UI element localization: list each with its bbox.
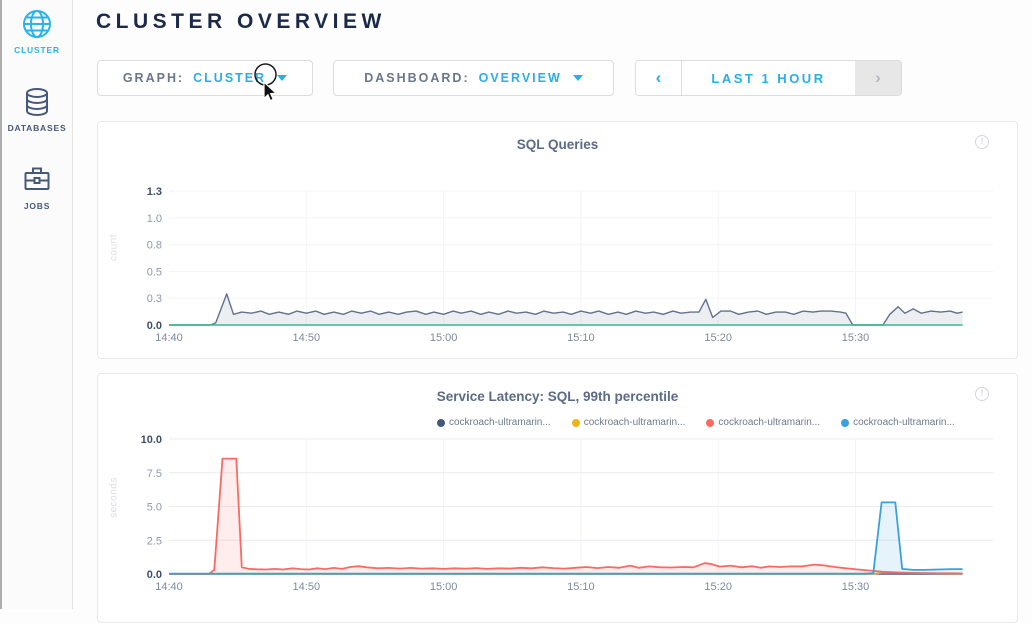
graph-dropdown[interactable]: GRAPH: CLUSTER xyxy=(97,60,313,96)
time-next-button[interactable]: › xyxy=(855,61,901,95)
svg-text:15:10: 15:10 xyxy=(567,332,595,344)
legend-dot-icon xyxy=(571,418,580,427)
svg-text:0.5: 0.5 xyxy=(147,266,162,278)
chevron-down-icon xyxy=(572,75,583,81)
database-icon xyxy=(20,86,54,118)
chart-title: SQL Queries xyxy=(516,137,599,152)
legend-dot-icon xyxy=(841,418,850,427)
legend-item[interactable]: cockroach-ultramarin... xyxy=(437,417,551,428)
legend-dot-icon xyxy=(706,418,715,427)
sidebar-item-label: CLUSTER xyxy=(14,45,60,55)
svg-text:15:10: 15:10 xyxy=(567,581,595,593)
chart-card-sql-queries: SQL Queries count 1.31.00.80.50.30.014:4… xyxy=(97,121,1018,359)
dashboard-dropdown-label: DASHBOARD: xyxy=(364,71,470,85)
chevron-left-icon: ‹ xyxy=(655,68,662,87)
main-content: CLUSTER OVERVIEW GRAPH: CLUSTER DASHBOAR… xyxy=(74,0,1032,623)
sidebar-item-label: DATABASES xyxy=(7,123,67,133)
svg-text:0.3: 0.3 xyxy=(147,293,162,305)
info-icon[interactable] xyxy=(975,387,989,401)
legend-label: cockroach-ultramarin... xyxy=(583,417,686,428)
legend-label: cockroach-ultramarin... xyxy=(449,417,551,428)
legend-item[interactable]: cockroach-ultramarin... xyxy=(841,417,955,428)
svg-text:15:00: 15:00 xyxy=(430,332,458,344)
svg-text:14:40: 14:40 xyxy=(155,332,183,344)
legend-label: cockroach-ultramarin... xyxy=(853,417,955,428)
graph-dropdown-value: CLUSTER xyxy=(193,71,267,85)
window-edge xyxy=(0,0,2,609)
dashboard-dropdown[interactable]: DASHBOARD: OVERVIEW xyxy=(333,60,614,96)
svg-text:15:20: 15:20 xyxy=(704,581,732,593)
svg-text:15:30: 15:30 xyxy=(842,332,870,344)
globe-icon xyxy=(20,8,54,40)
svg-text:2.5: 2.5 xyxy=(147,535,162,547)
chevron-right-icon: › xyxy=(875,68,881,87)
svg-text:1.3: 1.3 xyxy=(147,186,162,198)
svg-text:15:00: 15:00 xyxy=(430,581,458,593)
svg-text:5.0: 5.0 xyxy=(147,502,162,514)
legend-label: cockroach-ultramarin... xyxy=(718,417,821,428)
svg-text:1.0: 1.0 xyxy=(147,213,162,225)
chevron-down-icon xyxy=(277,75,288,81)
legend-dot-icon xyxy=(437,418,445,427)
sql-queries-plot[interactable]: 1.3 1.0 0.8 0.5 0.3 0.014:40 14:50 15:00 15:10 15… xyxy=(98,122,1017,358)
svg-text:0.8: 0.8 xyxy=(147,240,162,252)
legend-item[interactable]: cockroach-ultramarin... xyxy=(706,417,820,428)
svg-text:14:50: 14:50 xyxy=(293,332,321,344)
svg-text:15:30: 15:30 xyxy=(842,581,870,593)
svg-text:14:40: 14:40 xyxy=(155,581,183,593)
time-range-label[interactable]: LAST 1 HOUR xyxy=(711,70,826,86)
sidebar: CLUSTER DATABASES JOBS xyxy=(2,0,73,609)
time-range-selector: ‹ LAST 1 HOUR › xyxy=(635,60,902,96)
service-latency-plot[interactable]: 10.0 7.5 5.0 2.5 0.014:40 14:50 15:00 15:10 15:2… xyxy=(98,374,1017,622)
info-icon[interactable] xyxy=(975,135,989,149)
sidebar-item-jobs[interactable]: JOBS xyxy=(20,164,54,211)
legend-item[interactable]: cockroach-ultramarin... xyxy=(571,417,686,428)
dashboard-dropdown-value: OVERVIEW xyxy=(478,71,562,85)
svg-text:0.0: 0.0 xyxy=(147,569,162,581)
chart-title: Service Latency: SQL, 99th percentile xyxy=(436,389,679,404)
chart-card-service-latency: Service Latency: SQL, 99th percentile co… xyxy=(97,373,1018,623)
svg-text:15:20: 15:20 xyxy=(704,332,732,344)
svg-text:0.0: 0.0 xyxy=(147,320,162,332)
briefcase-icon xyxy=(20,164,54,196)
svg-text:14:50: 14:50 xyxy=(293,581,321,593)
sidebar-item-cluster[interactable]: CLUSTER xyxy=(14,8,60,55)
chart-legend: cockroach-ultramarin... cockroach-ultrama… xyxy=(437,417,955,428)
sidebar-item-databases[interactable]: DATABASES xyxy=(8,86,67,133)
graph-dropdown-label: GRAPH: xyxy=(122,71,185,85)
sidebar-item-label: JOBS xyxy=(23,201,51,211)
svg-text:7.5: 7.5 xyxy=(147,468,162,480)
page-title: CLUSTER OVERVIEW xyxy=(96,10,386,33)
time-prev-button[interactable]: ‹ xyxy=(636,61,682,95)
svg-text:10.0: 10.0 xyxy=(141,434,162,446)
